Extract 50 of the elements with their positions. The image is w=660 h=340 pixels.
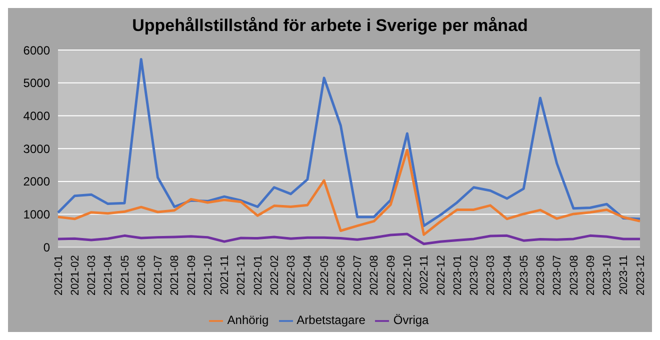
x-tick-label: 2023-07 — [552, 255, 564, 296]
x-tick-label: 2022-12 — [435, 255, 448, 296]
x-tick-label: 2023-01 — [452, 255, 464, 296]
x-tick-label: 2022-08 — [368, 255, 381, 296]
x-tick-label: 2021-10 — [202, 255, 214, 296]
y-tick-label: 1000 — [23, 208, 50, 222]
y-tick-label: 5000 — [23, 76, 50, 90]
x-tick-label: 2021-07 — [152, 255, 165, 296]
x-tick-label: 2023-09 — [584, 255, 597, 296]
x-tick-label: 2022-09 — [385, 255, 398, 296]
x-tick-label: 2021-01 — [52, 255, 65, 296]
line-series — [56, 58, 642, 228]
x-tick-label: 2021-04 — [102, 255, 115, 296]
x-tick-label: 2021-09 — [186, 255, 198, 296]
x-tick-label: 2022-06 — [335, 255, 348, 296]
x-tick-label: 2023-05 — [518, 255, 530, 296]
x-tick-label: 2021-02 — [69, 255, 82, 296]
chart-title: Uppehållstillstånd för arbete i Sverige per månad — [131, 16, 529, 36]
y-tick-label: 2000 — [23, 174, 50, 189]
x-tick-label: 2023-06 — [535, 255, 548, 296]
x-tick-label: 2023-10 — [602, 255, 614, 296]
y-tick-label: 0 — [43, 240, 50, 254]
line-series — [56, 148, 642, 236]
x-tick-label: 2022-04 — [302, 255, 314, 296]
x-tick-label: 2021-08 — [169, 255, 182, 296]
x-tick-label: 2021-12 — [236, 255, 248, 296]
x-tick-label: 2022-01 — [252, 255, 264, 296]
x-tick-label: 2023-03 — [485, 255, 498, 296]
x-tick-label: 2023-11 — [618, 255, 630, 295]
x-tick-label: 2023-04 — [502, 255, 514, 296]
x-tick-label: 2022-07 — [352, 255, 364, 296]
x-tick-label: 2023-02 — [468, 255, 481, 296]
x-tick-label: 2022-10 — [402, 255, 414, 296]
y-tick-label: 6000 — [23, 43, 50, 58]
x-tick-label: 2021-03 — [86, 255, 98, 296]
x-tick-label: 2022-03 — [286, 255, 298, 296]
x-tick-label: 2022-02 — [268, 255, 281, 296]
legend-label: Anhörig — [227, 313, 269, 328]
legend-label: Arbetstagare — [296, 313, 366, 328]
y-tick-label: 4000 — [23, 108, 50, 123]
x-tick-label: 2022-05 — [318, 255, 331, 296]
x-tick-label: 2021-06 — [136, 255, 148, 296]
line-series — [56, 232, 642, 246]
x-tick-label: 2023-12 — [634, 255, 647, 296]
legend-label: Övriga — [393, 313, 429, 328]
x-tick-label: 2023-08 — [568, 255, 580, 296]
x-tick-label: 2021-05 — [119, 255, 132, 296]
x-tick-label: 2022-11 — [418, 255, 431, 295]
x-tick-label: 2021-11 — [219, 255, 232, 295]
y-tick-label: 3000 — [23, 142, 50, 156]
